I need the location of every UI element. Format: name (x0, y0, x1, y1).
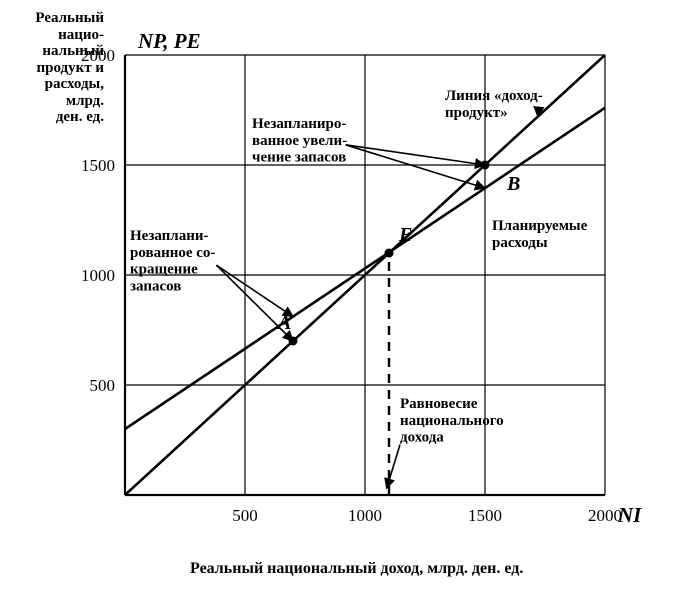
axis-label-ni: NI (618, 504, 641, 527)
x-tick-label: 2000 (588, 506, 622, 525)
x-axis-caption: Реальный национальный доход, млрд. ден. … (190, 560, 523, 578)
annotation-text: ванное увели- (252, 133, 347, 149)
point-label-b: B (506, 173, 520, 195)
annotation-arrow (216, 265, 293, 316)
annotation-arrow (216, 265, 293, 341)
point-e (385, 249, 394, 258)
annotation-text: Незапланиро- (252, 116, 346, 132)
annotation-text: запасов (130, 278, 181, 294)
annotation-arrow (346, 145, 485, 188)
annotation-arrow (538, 108, 539, 116)
x-tick-label: 1000 (348, 506, 382, 525)
annotation-planned-exp: расходы (492, 235, 548, 251)
y-axis-title: Реальный нацио- нальный продукт и расход… (8, 10, 104, 126)
annotation-unplanned-increase: Незапланиро-ванное увели-чение запасов (252, 116, 485, 188)
annotation-line-income-product: Линия «доход-продукт» (445, 88, 543, 121)
axis-label-np-pe: NP, PE (138, 30, 201, 53)
annotation-text: дохода (400, 430, 444, 446)
annotation-text: чение запасов (252, 150, 346, 166)
point-label-e: E (398, 224, 412, 246)
annotation-text: национального (400, 413, 504, 429)
annotation-equilibrium: Равновесиенациональногодохода (387, 396, 504, 488)
y-tick-label: 1000 (81, 266, 115, 285)
annotation-planned-exp: Планируемые (492, 218, 588, 234)
x-tick-label: 1500 (468, 506, 502, 525)
annotation-text: Линия «доход- (445, 88, 543, 104)
annotation-text: Равновесие (400, 396, 478, 412)
x-tick-label: 500 (232, 506, 258, 525)
y-tick-label: 500 (90, 376, 116, 395)
annotation-text: рованное со- (130, 245, 215, 261)
y-tick-label: 1500 (81, 156, 115, 175)
annotation-arrow (346, 145, 485, 165)
annotation-arrow (387, 445, 400, 489)
chart-container: Реальный нацио- нальный продукт и расход… (0, 0, 693, 600)
annotation-text: кращение (130, 262, 198, 278)
annotation-text: продукт» (445, 105, 508, 121)
annotation-text: Незаплани- (130, 228, 209, 244)
annotation-unplanned-decrease: Незаплани-рованное со-кращениезапасов (130, 228, 293, 341)
